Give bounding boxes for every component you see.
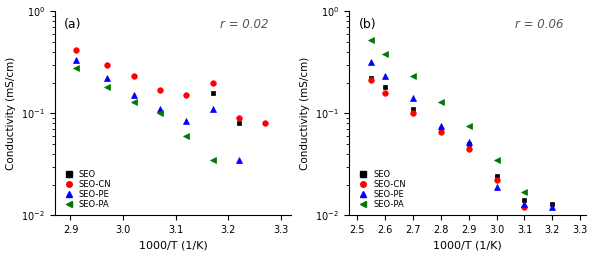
- X-axis label: 1000/T (1/K): 1000/T (1/K): [433, 240, 502, 250]
- Text: (b): (b): [358, 18, 376, 30]
- Y-axis label: Conductivity (mS/cm): Conductivity (mS/cm): [300, 57, 310, 170]
- Legend: SEO, SEO-CN, SEO-PE, SEO-PA: SEO, SEO-CN, SEO-PE, SEO-PA: [353, 168, 407, 211]
- X-axis label: 1000/T (1/K): 1000/T (1/K): [139, 240, 207, 250]
- Y-axis label: Conductivity (mS/cm): Conductivity (mS/cm): [5, 57, 15, 170]
- Text: r = 0.06: r = 0.06: [514, 18, 563, 30]
- Text: r = 0.02: r = 0.02: [220, 18, 269, 30]
- Text: (a): (a): [64, 18, 81, 30]
- Legend: SEO, SEO-CN, SEO-PE, SEO-PA: SEO, SEO-CN, SEO-PE, SEO-PA: [59, 168, 113, 211]
